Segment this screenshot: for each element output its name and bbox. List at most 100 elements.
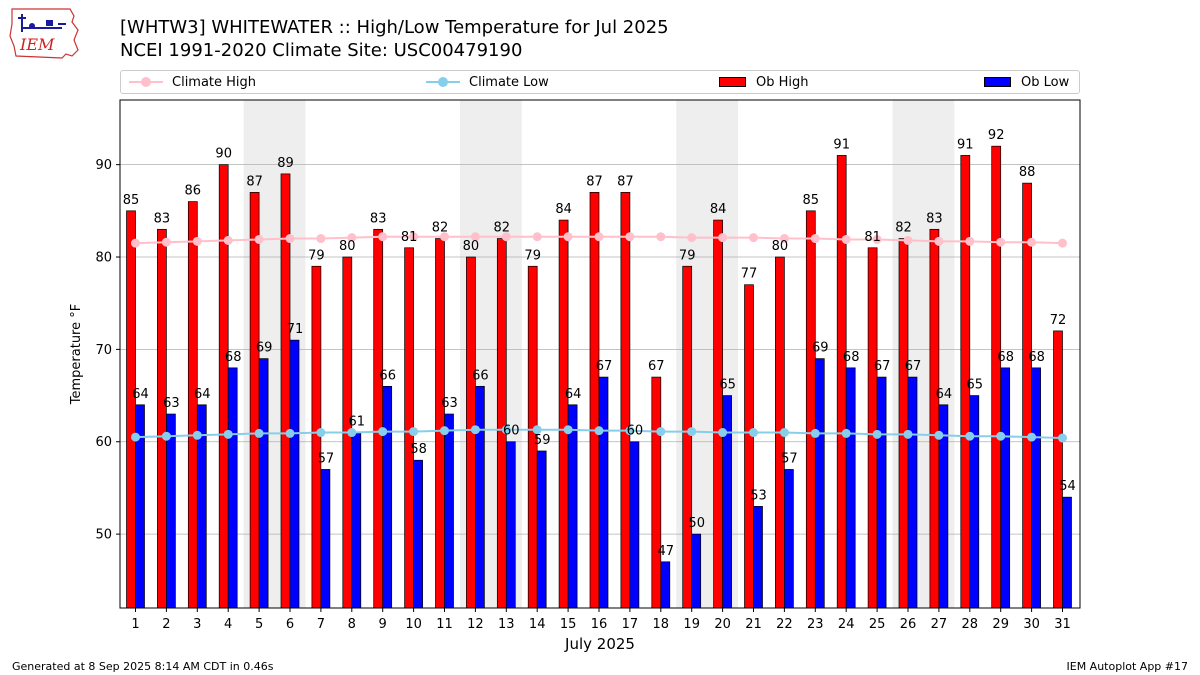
legend-ob-low: Ob Low [984, 74, 1069, 90]
x-tick-label: 17 [622, 617, 639, 632]
climate-low-point [440, 426, 449, 436]
x-tick-label: 4 [224, 617, 232, 632]
climate-high-point [285, 234, 295, 244]
x-tick-label: 5 [255, 617, 263, 632]
y-axis-label: Temperature °F [69, 304, 84, 405]
climate-high-point [903, 235, 913, 245]
legend-climate-high-marker [129, 77, 163, 87]
ob-low-bar [629, 441, 640, 609]
ob-high-bar [126, 210, 136, 609]
x-tick-label: 3 [193, 617, 201, 632]
ob-low-label: 65 [967, 378, 984, 393]
climate-low-point [996, 431, 1006, 441]
ob-low-label: 65 [719, 378, 736, 393]
climate-low-point [254, 428, 264, 438]
x-tick-label: 21 [745, 617, 762, 632]
ob-low-bar [876, 376, 887, 609]
ob-low-bar [475, 385, 485, 609]
climate-low-point [687, 427, 697, 437]
ob-low-label: 63 [441, 396, 458, 411]
y-tick-label: 70 [95, 343, 112, 358]
chart-subtitle: NCEI 1991-2020 Climate Site: USC00479190 [120, 40, 523, 61]
x-tick-label: 18 [653, 617, 670, 632]
ob-low-bar [784, 469, 794, 609]
ob-low-bar [536, 450, 547, 609]
ob-low-label: 54 [1059, 479, 1076, 494]
y-tick-label: 50 [95, 528, 112, 543]
ob-high-label: 80 [339, 239, 356, 254]
climate-high-point [841, 234, 851, 244]
ob-low-bar [660, 561, 671, 609]
ob-low-label: 68 [843, 350, 860, 365]
climate-high-point [965, 236, 975, 246]
ob-low-label: 63 [163, 396, 180, 411]
ob-low-label: 53 [750, 488, 767, 503]
climate-low-point [378, 427, 388, 437]
ob-low-bar [382, 385, 393, 609]
legend-climate-low-label: Climate Low [469, 74, 549, 90]
climate-low-point [810, 428, 820, 438]
climate-high-point [131, 238, 140, 248]
ob-low-label: 61 [349, 415, 366, 430]
ob-high-bar [836, 155, 847, 609]
ob-low-bar [505, 441, 516, 609]
climate-high-point [192, 236, 202, 246]
legend-climate-low: Climate Low [426, 74, 549, 90]
ob-low-bar [845, 367, 856, 609]
ob-high-bar [682, 265, 693, 609]
ob-low-label: 68 [225, 350, 242, 365]
ob-high-bar [898, 238, 909, 609]
ob-low-bar [753, 506, 763, 609]
climate-low-point [594, 426, 604, 436]
y-tick-label: 80 [95, 251, 112, 266]
legend-climate-low-marker [426, 77, 460, 87]
x-tick-label: 7 [317, 617, 325, 632]
ob-high-bar [157, 228, 167, 609]
ob-high-label: 86 [185, 184, 202, 199]
x-tick-label: 25 [869, 617, 886, 632]
x-axis-label: July 2025 [564, 635, 635, 653]
ob-high-label: 67 [648, 359, 665, 374]
ob-low-bar [907, 376, 918, 609]
ob-low-label: 64 [132, 387, 149, 402]
ob-low-label: 57 [318, 451, 335, 466]
climate-low-point [532, 425, 542, 435]
climate-low-point [625, 426, 635, 436]
ob-high-label: 79 [308, 248, 325, 263]
ob-low-bar [814, 358, 825, 609]
ob-low-label: 71 [287, 322, 304, 337]
climate-high-point [872, 234, 882, 244]
x-tick-label: 30 [1023, 617, 1040, 632]
ob-high-label: 90 [215, 147, 232, 162]
climate-low-point [903, 429, 913, 439]
ob-high-label: 83 [370, 211, 387, 226]
logo-text: IEM [19, 35, 55, 54]
climate-high-point [594, 232, 604, 242]
ob-high-label: 85 [123, 193, 140, 208]
climate-low-point [161, 431, 171, 441]
ob-low-label: 59 [534, 433, 551, 448]
ob-high-label: 77 [741, 267, 758, 282]
ob-high-label: 87 [617, 174, 634, 189]
plot-frame [119, 99, 1081, 609]
y-tick-label: 60 [95, 435, 112, 450]
x-tick-label: 6 [286, 617, 294, 632]
ob-high-label: 82 [432, 221, 449, 236]
x-tick-label: 26 [900, 617, 917, 632]
ob-low-label: 69 [812, 341, 829, 356]
ob-high-bar [311, 265, 322, 609]
ob-low-bar [166, 413, 176, 609]
ob-low-bar [1000, 367, 1011, 609]
ob-high-bar [929, 228, 940, 609]
climate-low-point [192, 430, 202, 440]
ob-high-label: 79 [524, 248, 541, 263]
x-tick-label: 22 [776, 617, 793, 632]
footer-app: IEM Autoplot App #17 [1066, 660, 1189, 673]
climate-high-point [409, 232, 419, 242]
ob-high-bar [187, 201, 198, 609]
climate-low-point [563, 425, 573, 435]
ob-low-bar [351, 432, 362, 609]
climate-high-point [501, 232, 511, 242]
ob-low-label: 50 [688, 516, 705, 531]
